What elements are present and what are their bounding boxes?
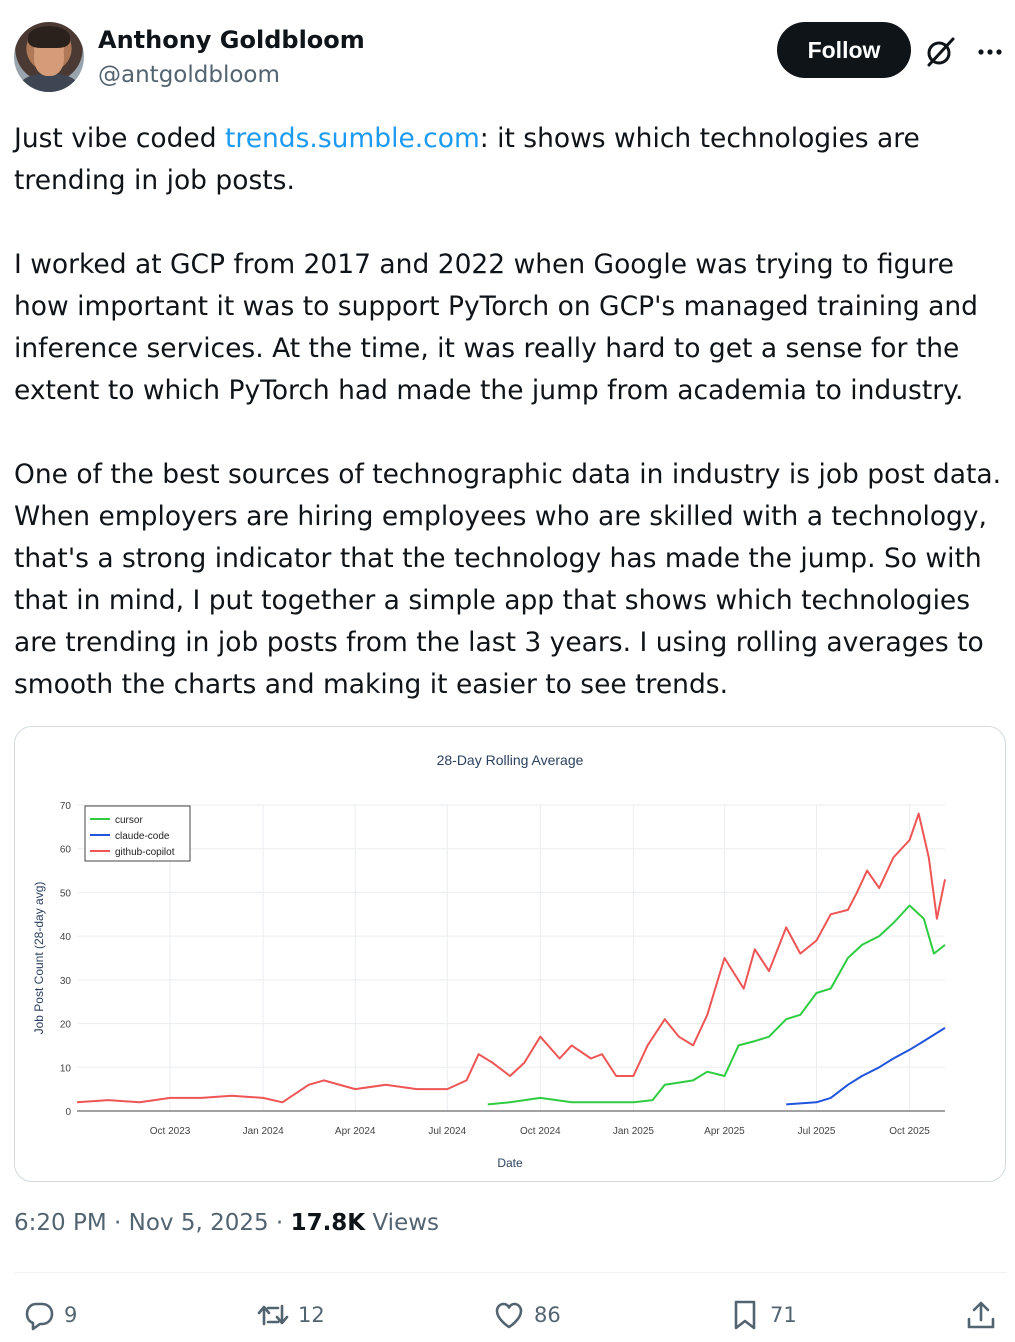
y-tick-label: 10 — [60, 1063, 72, 1074]
repost-count: 12 — [298, 1303, 325, 1327]
line-chart: 28-Day Rolling Average 0 10 20 30 40 50 60 70 Oct… — [15, 727, 1005, 1181]
legend-label-github-copilot: github-copilot — [115, 847, 175, 858]
chart-title: 28-Day Rolling Average — [437, 752, 584, 768]
grok-icon[interactable] — [924, 36, 956, 68]
legend-label-claude-code: claude-code — [115, 831, 170, 842]
trends-link[interactable]: trends.sumble.com — [224, 123, 480, 154]
paragraph-3: One of the best sources of technographic… — [14, 459, 1002, 700]
bookmark-count: 71 — [770, 1303, 797, 1327]
y-tick-label: 20 — [60, 1020, 72, 1031]
y-tick-label: 30 — [60, 976, 72, 987]
repost-button[interactable]: 12 — [256, 1290, 325, 1340]
divider — [14, 1272, 1007, 1273]
repost-icon — [257, 1304, 289, 1326]
series-line-claude-code — [786, 1027, 946, 1106]
x-tick-label: Oct 2023 — [150, 1126, 191, 1137]
y-axis-label: Job Post Count (28-day avg) — [32, 882, 46, 1035]
post-time[interactable]: 6:20 PM — [14, 1210, 107, 1236]
x-tick-label: Apr 2025 — [704, 1126, 745, 1137]
follow-button[interactable]: Follow — [777, 22, 911, 78]
avatar[interactable] — [14, 22, 84, 92]
series-line-cursor — [487, 904, 946, 1106]
x-tick-label: Jul 2024 — [428, 1126, 466, 1137]
reply-button[interactable]: 9 — [22, 1290, 77, 1340]
x-tick-label: Jan 2024 — [243, 1126, 285, 1137]
reply-count: 9 — [64, 1303, 78, 1327]
post-text: Just vibe coded trends.sumble.com: it sh… — [14, 118, 1009, 748]
y-tick-label: 0 — [65, 1107, 71, 1118]
chart-background — [15, 727, 1005, 1181]
y-tick-label: 70 — [60, 801, 72, 812]
share-icon — [967, 1301, 995, 1329]
like-count: 86 — [534, 1303, 561, 1327]
heart-icon — [495, 1302, 523, 1329]
action-bar: 9 12 86 71 — [14, 1290, 1004, 1340]
x-tick-label: Jan 2025 — [613, 1126, 655, 1137]
author-handle[interactable]: @antgoldbloom — [98, 62, 280, 88]
x-tick-label: Oct 2024 — [520, 1126, 561, 1137]
like-button[interactable]: 86 — [492, 1290, 561, 1340]
post-header: Anthony Goldbloom @antgoldbloom Follow — [14, 22, 1004, 94]
x-tick-label: Jul 2025 — [798, 1126, 836, 1137]
legend-label-cursor: cursor — [115, 815, 143, 826]
views-count: 17.8K — [290, 1210, 366, 1236]
post-meta: 6:20 PM · Nov 5, 2025 · 17.8K Views — [14, 1210, 440, 1236]
x-tick-label: Oct 2025 — [889, 1126, 930, 1137]
y-tick-label: 60 — [60, 845, 72, 856]
views-label: Views — [365, 1210, 440, 1236]
y-tick-label: 50 — [60, 888, 72, 899]
x-axis-label: Date — [497, 1156, 523, 1170]
bookmark-icon — [734, 1300, 756, 1330]
y-tick-label: 40 — [60, 932, 72, 943]
reply-icon — [25, 1302, 54, 1331]
post-date[interactable]: Nov 5, 2025 — [128, 1210, 269, 1236]
chart-card[interactable]: 28-Day Rolling Average 0 10 20 30 40 50 60 70 Oct… — [14, 726, 1006, 1182]
more-icon[interactable] — [974, 36, 1006, 68]
bookmark-button[interactable]: 71 — [728, 1290, 797, 1340]
share-button[interactable] — [964, 1290, 1006, 1340]
x-tick-label: Apr 2024 — [335, 1126, 376, 1137]
paragraph-2: I worked at GCP from 2017 and 2022 when … — [14, 249, 978, 406]
paragraph-1: Just vibe coded trends.sumble.com: it sh… — [14, 123, 920, 196]
author-name[interactable]: Anthony Goldbloom — [98, 26, 365, 54]
series-line-github-copilot — [76, 812, 946, 1104]
